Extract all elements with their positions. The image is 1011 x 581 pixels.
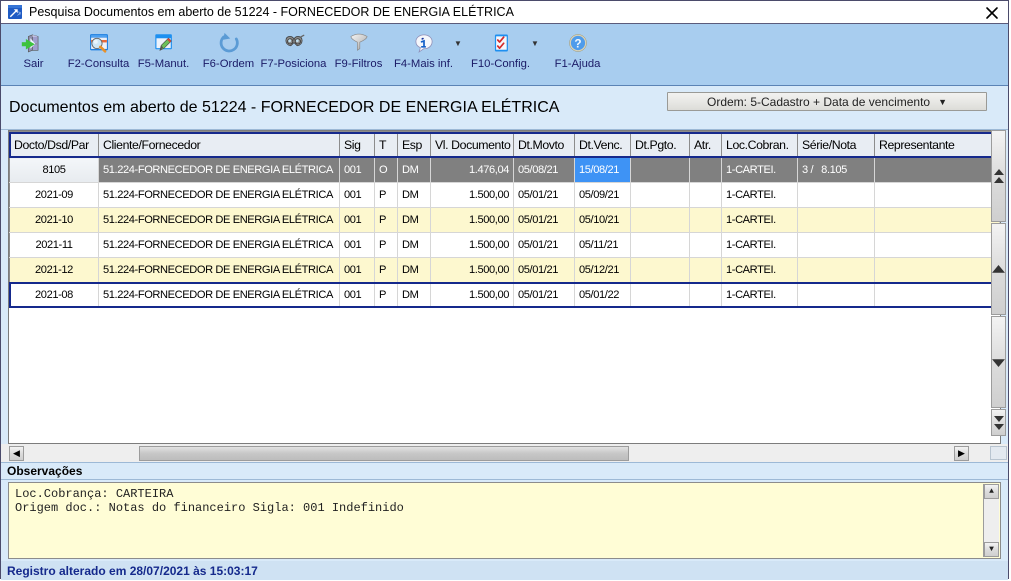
svg-text:?: ? (574, 37, 581, 50)
